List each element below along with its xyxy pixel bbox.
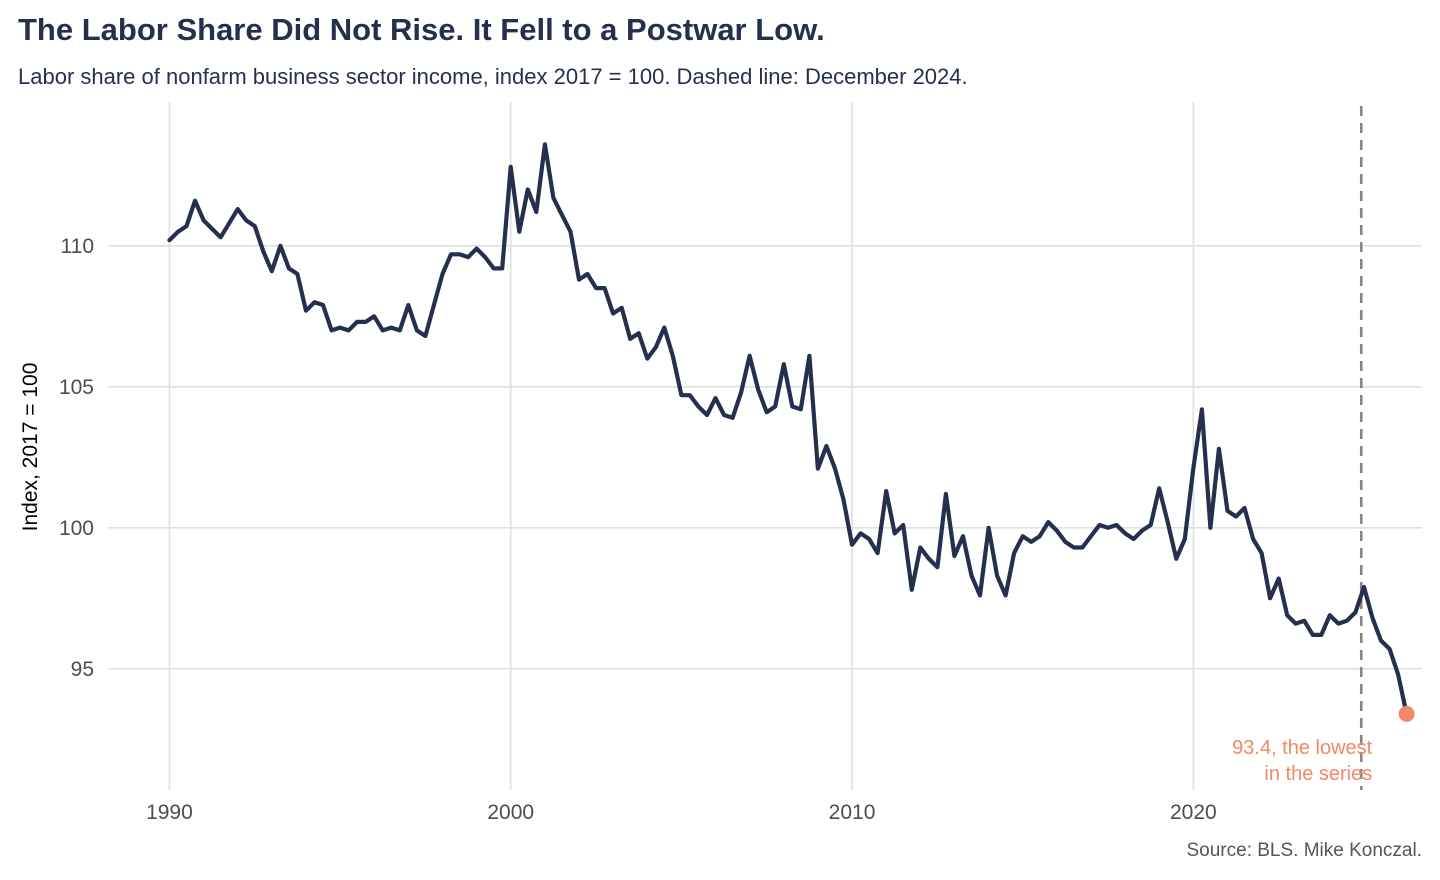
gridlines <box>108 102 1422 790</box>
y-tick-label-95: 95 <box>71 658 94 681</box>
x-tick-label-2000: 2000 <box>487 801 534 824</box>
source-caption: Source: BLS. Mike Konczal. <box>1186 840 1423 861</box>
chart-subtitle: Labor share of nonfarm business sector i… <box>18 64 968 89</box>
y-axis-title: Index, 2017 = 100 <box>19 363 42 532</box>
x-tick-label-1990: 1990 <box>146 801 193 824</box>
data-series-layer <box>167 142 1409 716</box>
series-line-0 <box>167 142 1409 716</box>
x-tick-label-2010: 2010 <box>829 801 876 824</box>
y-tick-label-100: 100 <box>59 517 94 540</box>
highlight-layer: 93.4, the lowest in the series <box>1232 705 1415 785</box>
lowest-point-annotation: 93.4, the lowest in the series <box>1232 737 1373 785</box>
x-tick-label-2020: 2020 <box>1170 801 1217 824</box>
chart-title: The Labor Share Did Not Rise. It Fell to… <box>18 12 825 47</box>
x-axis-tick-labels: 1990 2000 2010 2020 <box>146 801 1217 824</box>
annotation-line-1: in the series <box>1264 763 1372 785</box>
y-tick-label-110: 110 <box>61 235 94 258</box>
y-axis-tick-labels: 95 100 105 110 <box>59 235 94 681</box>
lowest-point-marker <box>1398 705 1415 722</box>
y-tick-label-105: 105 <box>59 376 94 399</box>
annotation-line-0: 93.4, the lowest <box>1232 737 1373 759</box>
